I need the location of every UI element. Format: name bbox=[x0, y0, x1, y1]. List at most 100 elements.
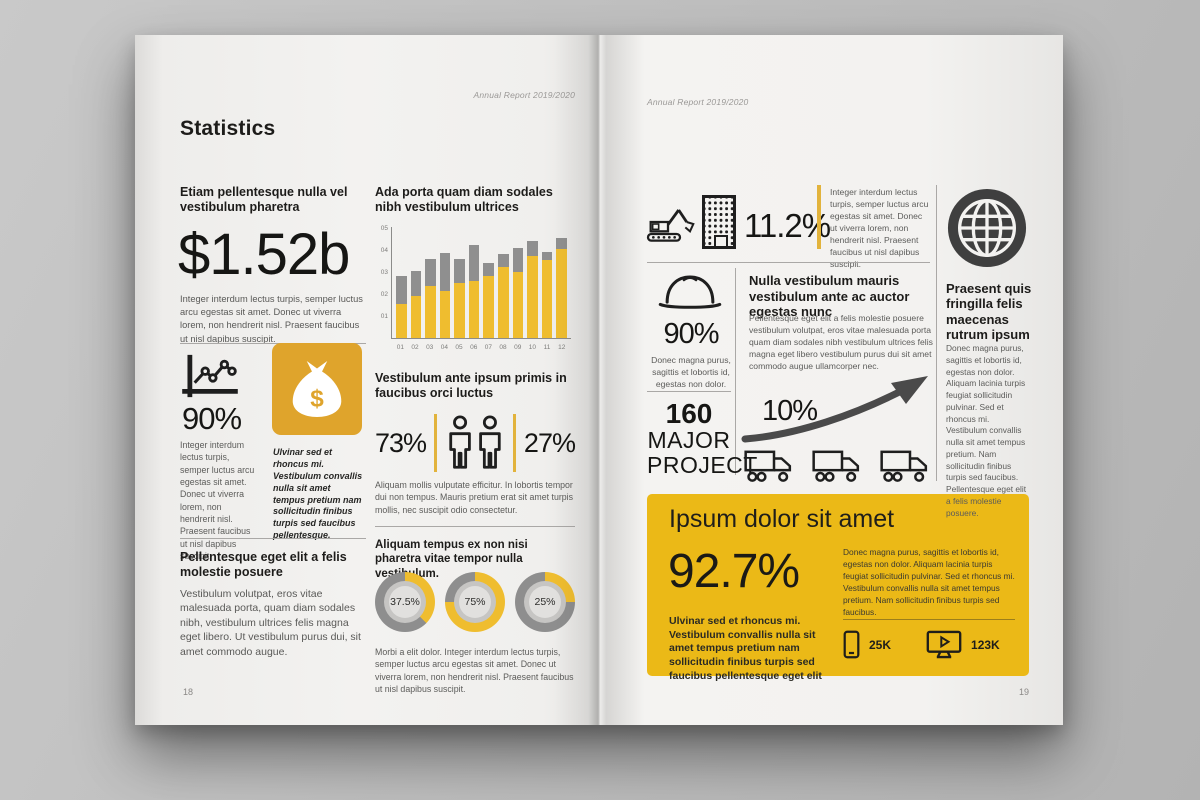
panel-value: 92.7% bbox=[668, 545, 800, 598]
video-monitor-icon bbox=[926, 630, 962, 659]
growth-value: 90% bbox=[182, 401, 242, 436]
stacked-bar bbox=[541, 252, 553, 338]
stacked-bar bbox=[439, 253, 451, 338]
donut-heading: Aliquam tempus ex non nisi pharetra vita… bbox=[375, 539, 528, 580]
page-number: 18 bbox=[183, 687, 194, 697]
stacked-bar bbox=[396, 276, 407, 338]
vertical-divider bbox=[735, 268, 736, 475]
donut-chart: 25% bbox=[515, 572, 575, 632]
donut-ring: 75% bbox=[454, 581, 496, 623]
truck-icons-row bbox=[744, 447, 930, 485]
panel-body: Donec magna purus, sagittis et lobortis … bbox=[843, 547, 1015, 617]
revenue-value: $1.52b bbox=[178, 222, 350, 287]
y-tick-label: 02 bbox=[380, 291, 388, 298]
accent-bar bbox=[434, 414, 438, 472]
phone-stat-value: 25K bbox=[869, 637, 892, 652]
bar-chart-x-axis: 01 02 03 04 05 06 07 08 09 10 11 12 bbox=[391, 344, 571, 351]
moneybag-caption: Ulvinar sed et rhoncus mi. Vestibulum co… bbox=[273, 447, 363, 541]
major-project-value: 160 bbox=[665, 398, 713, 429]
x-tick-label: 12 bbox=[558, 344, 566, 351]
gender-heading: Vestibulum ante ipsum primis in faucibus… bbox=[375, 371, 567, 400]
x-tick-label: 08 bbox=[499, 344, 507, 351]
page-left: Annual Report 2019/2020 Statistics Etiam… bbox=[135, 35, 599, 725]
stacked-bar-chart: 01 02 03 04 05 01 02 03 04 05 06 07 08 09 10 11 12 bbox=[375, 221, 575, 351]
donut-center: 25% bbox=[529, 586, 561, 618]
x-tick-label: 04 bbox=[440, 344, 448, 351]
donut-body: Morbi a elit dolor. Integer interdum lec… bbox=[375, 647, 574, 694]
donut-label: 25% bbox=[534, 596, 556, 608]
growth-arrow-icon bbox=[741, 373, 931, 445]
vertical-divider bbox=[936, 185, 937, 481]
construction-body: Integer interdum lectus turpis, semper l… bbox=[830, 187, 929, 270]
stacked-bar bbox=[410, 270, 422, 338]
stacked-bar bbox=[556, 237, 567, 338]
y-tick-label: 01 bbox=[380, 313, 388, 320]
page-header: Annual Report 2019/2020 bbox=[647, 97, 749, 107]
x-tick-label: 02 bbox=[411, 344, 419, 351]
stacked-bar bbox=[468, 244, 480, 338]
stacked-bar bbox=[512, 247, 524, 338]
donut-chart: 37.5% bbox=[375, 572, 435, 632]
divider bbox=[180, 343, 366, 344]
y-tick-label: 05 bbox=[380, 225, 388, 232]
donut-ring: 25% bbox=[524, 581, 566, 623]
donut-center: 75% bbox=[459, 586, 491, 618]
x-tick-label: 11 bbox=[543, 344, 551, 351]
donut-center: 37.5% bbox=[389, 586, 421, 618]
panel-caption: Ulvinar sed et rhoncus mi. Vestibulum co… bbox=[669, 615, 822, 682]
bar-chart-plot bbox=[391, 227, 571, 339]
y-tick-label: 04 bbox=[380, 247, 388, 254]
line-chart-icon bbox=[180, 353, 240, 399]
x-tick-label: 01 bbox=[396, 344, 404, 351]
sidebar-heading: Praesent quis fringilla felis maecenas r… bbox=[946, 281, 1032, 342]
major-project-stat: 160 MAJOR PROJECT bbox=[647, 398, 757, 478]
gender-body: Aliquam mollis vulputate efficitur. In l… bbox=[375, 480, 574, 515]
divider bbox=[180, 538, 366, 539]
construction-share-value: 11.2% bbox=[744, 207, 831, 244]
safety-caption: Donec magna purus, sagittis et lobortis … bbox=[651, 355, 731, 390]
growth-body: Integer interdum lectus turpis, semper l… bbox=[180, 440, 255, 561]
svg-text:$: $ bbox=[310, 386, 324, 413]
truck-icon bbox=[812, 450, 860, 482]
bar-chart-y-axis: 01 02 03 04 05 bbox=[375, 225, 390, 339]
x-tick-label: 07 bbox=[484, 344, 492, 351]
video-stat-value: 123K bbox=[971, 637, 1000, 652]
hard-hat-icon bbox=[658, 273, 722, 313]
x-tick-label: 05 bbox=[455, 344, 463, 351]
divider bbox=[647, 262, 930, 263]
page-title: Statistics bbox=[180, 117, 276, 140]
panel-title: Ipsum dolor sit amet bbox=[669, 505, 895, 533]
divider bbox=[375, 526, 575, 527]
divider bbox=[647, 391, 731, 392]
x-tick-label: 09 bbox=[514, 344, 522, 351]
accent-bar bbox=[817, 185, 821, 249]
sidebar-body: Donec magna purus, sagittis et lobortis … bbox=[946, 343, 1027, 518]
x-tick-label: 06 bbox=[470, 344, 478, 351]
globe-icon bbox=[946, 187, 1028, 269]
projects-heading: Nulla vestibulum mauris vestibulum ante … bbox=[749, 273, 910, 320]
projects-body: Pellentesque eget elit a felis molestie … bbox=[749, 313, 933, 372]
panel-divider bbox=[843, 619, 1015, 620]
donut-label: 75% bbox=[464, 596, 486, 608]
gender-right-value: 27% bbox=[523, 427, 576, 458]
gender-left-value: 73% bbox=[375, 427, 427, 458]
stacked-bar bbox=[483, 263, 495, 338]
two-people-icon bbox=[445, 415, 505, 471]
donut-chart: 75% bbox=[445, 572, 505, 632]
truck-icon bbox=[880, 450, 928, 482]
gender-stat-row: 73% 27% bbox=[375, 413, 576, 473]
stacked-bar bbox=[454, 258, 465, 338]
truck-icon bbox=[744, 450, 792, 482]
page-number: 19 bbox=[1019, 687, 1030, 697]
page-header: Annual Report 2019/2020 bbox=[473, 90, 575, 100]
smartphone-icon bbox=[843, 630, 860, 659]
growth-percent-value: 10% bbox=[762, 395, 818, 427]
major-project-label-1: MAJOR bbox=[647, 427, 731, 454]
x-tick-label: 03 bbox=[426, 344, 434, 351]
donut-ring: 37.5% bbox=[384, 581, 426, 623]
panel-stats-row: 25K 123K bbox=[843, 630, 1015, 659]
magazine-spread: Annual Report 2019/2020 Statistics Etiam… bbox=[135, 35, 1063, 725]
donut-charts: 37.5% 75% 25% bbox=[375, 572, 575, 632]
bottom-heading: Pellentesque eget elit a felis molestie … bbox=[180, 550, 347, 579]
highlight-panel: Ipsum dolor sit amet 92.7% Ulvinar sed e… bbox=[647, 494, 1029, 682]
